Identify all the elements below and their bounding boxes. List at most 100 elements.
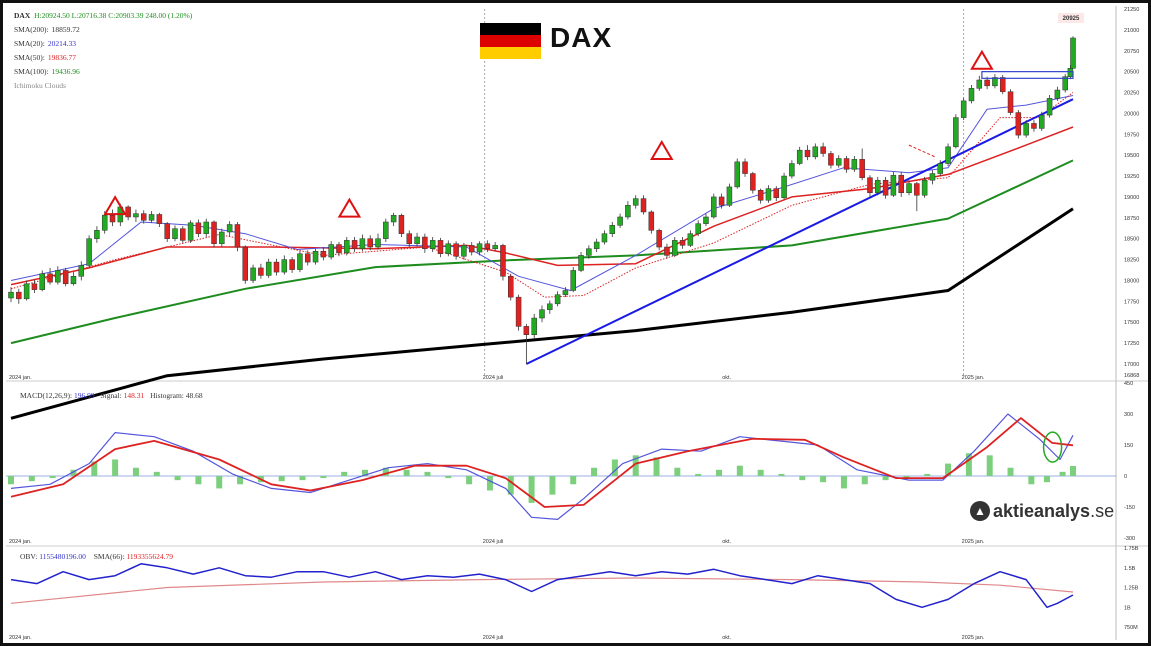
- candle: [734, 161, 740, 188]
- macd-histogram-bar: [132, 467, 139, 476]
- candle: [484, 243, 491, 249]
- price-y-tick: 19500: [1124, 153, 1139, 159]
- candle: [929, 173, 936, 181]
- x-tick-label: 2024 jan.: [9, 539, 32, 545]
- candle: [164, 223, 170, 239]
- candle: [226, 224, 233, 233]
- macd-histogram-bar: [382, 467, 389, 476]
- obv-y-tick: 1.25B: [1124, 586, 1139, 592]
- macd-histogram-bar: [1070, 465, 1076, 476]
- candle: [422, 236, 428, 249]
- macd-histogram-bar: [466, 476, 473, 485]
- x-tick-label: okt.: [722, 375, 731, 381]
- candle: [570, 270, 576, 291]
- macd-histogram-bar: [153, 471, 160, 476]
- candle: [23, 283, 30, 300]
- candle: [672, 240, 678, 256]
- candle: [820, 146, 826, 154]
- candle: [1023, 123, 1029, 136]
- macd-histogram-bar: [362, 469, 368, 476]
- candle: [172, 228, 178, 239]
- macd-histogram-bar: [903, 476, 910, 479]
- candle: [781, 175, 787, 199]
- candle: [351, 240, 358, 249]
- macd-histogram-bar: [28, 476, 35, 482]
- macd-histogram-bar: [1028, 476, 1035, 485]
- resistance-box: [981, 71, 1074, 79]
- candle: [625, 205, 631, 218]
- candle: [148, 214, 155, 221]
- obv-readout: OBV: 1155480196.00 SMA(66): 1193355624.7…: [20, 552, 174, 561]
- macd-histogram-bar: [70, 469, 77, 476]
- indicator-sma50: SMA(50): 19836.77: [14, 53, 76, 62]
- macd-readout: MACD(12,26,9): 196.99 Signal: 148.31 His…: [20, 391, 203, 400]
- obv-y-tick: 1B: [1124, 605, 1131, 611]
- candle: [219, 231, 225, 244]
- candle: [258, 267, 264, 276]
- x-tick-label: 2025 jan.: [962, 375, 985, 381]
- x-tick-label: 2024 juli: [483, 539, 504, 545]
- candle: [250, 267, 256, 281]
- candle: [429, 240, 436, 249]
- candle: [281, 259, 288, 273]
- candle: [406, 233, 412, 244]
- price-y-tick: 20250: [1124, 91, 1139, 97]
- candle: [703, 216, 709, 224]
- candle: [94, 230, 100, 239]
- candle: [796, 149, 803, 164]
- macd-histogram-bar: [716, 469, 722, 476]
- candle: [1070, 37, 1076, 69]
- candle: [461, 245, 467, 257]
- candle: [664, 246, 670, 256]
- macd-histogram-bar: [986, 455, 993, 476]
- candle: [1007, 91, 1014, 113]
- candle: [47, 273, 53, 283]
- macd-histogram-bar: [216, 476, 223, 489]
- candle: [812, 146, 819, 158]
- x-tick-label: 2024 jan.: [9, 375, 32, 381]
- candle: [859, 159, 865, 178]
- price-y-tick: 18750: [1124, 216, 1139, 222]
- warning-triangle-icon: [103, 195, 127, 216]
- ichimoku-dotted-line: [10, 92, 1074, 298]
- price-y-tick: 16868: [1124, 373, 1139, 379]
- candle: [383, 221, 389, 239]
- candle: [476, 243, 483, 253]
- candle: [359, 238, 366, 249]
- ohlc-values: H:20924.50 L:20716.38 C:20903.39 248.00 …: [34, 11, 193, 20]
- macd-histogram-bar: [174, 476, 181, 481]
- macd-histogram-bar: [611, 459, 618, 476]
- candle: [468, 245, 475, 253]
- candle: [312, 250, 319, 263]
- candle: [609, 225, 616, 234]
- candle: [390, 215, 397, 223]
- macd-histogram-bar: [1007, 467, 1014, 476]
- candle: [742, 161, 748, 174]
- price-y-tick: 21000: [1124, 28, 1139, 34]
- price-y-tick: 17000: [1124, 362, 1139, 368]
- logo-mark-icon: ▲: [970, 501, 990, 522]
- candle: [265, 261, 272, 276]
- sma200-line: [10, 207, 1074, 420]
- indicator-sma200: SMA(200): 18859.72: [14, 25, 80, 34]
- indicator-sma20: SMA(20): 20214.33: [14, 39, 76, 48]
- macd-histogram-bar: [674, 467, 681, 476]
- x-tick-label: 2025 jan.: [962, 635, 985, 641]
- sma50-line: [10, 126, 1074, 286]
- dax-chart[interactable]: 2024 jan. 2024 jan. 2024 jan. 2024 juli 2024…: [3, 3, 1148, 643]
- macd-histogram-bar: [486, 476, 493, 491]
- candle: [757, 189, 764, 201]
- candle: [687, 233, 694, 246]
- price-y-tick: 20750: [1124, 49, 1139, 55]
- last-price-label: 20925: [1063, 16, 1080, 22]
- candle: [492, 245, 498, 249]
- candle: [156, 214, 163, 224]
- symbol-label: DAX: [14, 11, 31, 20]
- obv-line: [10, 563, 1074, 609]
- candle: [750, 173, 756, 191]
- price-y-tick: 20500: [1124, 70, 1139, 76]
- candle: [1031, 123, 1037, 129]
- macd-histogram-bar: [757, 469, 764, 476]
- candle: [906, 183, 912, 194]
